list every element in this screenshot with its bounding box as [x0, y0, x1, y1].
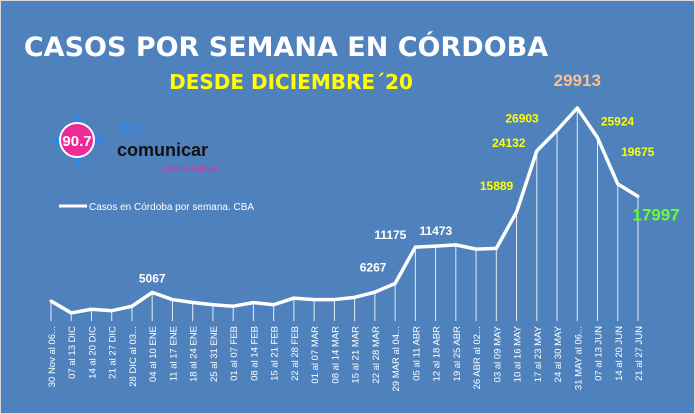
data-label: 6267 — [360, 260, 387, 274]
x-tick-label: 25 al 31 ENE — [209, 326, 220, 382]
x-tick-label: 24 al 30 MAY — [553, 325, 564, 382]
x-tick-label: 14 al 20 DIC — [87, 326, 98, 379]
x-tick-label: 12 al 18 ABR — [432, 326, 443, 382]
logo-location: Colonia Caroya — [162, 164, 218, 173]
x-tick-label: 07 al 13 JUN — [594, 326, 605, 381]
x-tick-label: 01 al 07 FEB — [229, 326, 240, 381]
x-tick-label: 10 al 16 MAY — [513, 325, 524, 382]
chart-subtitle: DESDE DICIEMBRE´20 — [169, 70, 413, 94]
x-tick-label: 26 ABR al 02... — [472, 326, 483, 389]
x-tick-label: 21 al 27 DIC — [108, 326, 119, 379]
logo-frequency: 90.7 — [62, 133, 91, 150]
x-tick-label: 15 al 21 MAR — [351, 326, 362, 384]
data-label: 19675 — [621, 145, 655, 159]
x-tick-label: 21 al 27 JUN — [634, 326, 645, 381]
x-tick-label: 18 al 24 ENE — [189, 326, 200, 382]
logo: 90.7 fm comunicar Colonia Caroya — [51, 113, 218, 173]
data-label: 25924 — [601, 115, 635, 129]
x-tick-label: 17 al 23 MAY — [533, 325, 544, 382]
data-label: 26903 — [505, 111, 539, 125]
x-tick-label: 08 al 14 FEB — [249, 326, 260, 381]
x-tick-label: 22 al 28 MAR — [371, 326, 382, 384]
logo-brand: comunicar — [117, 140, 208, 160]
x-tick-label: 07 al 13 DIC — [67, 326, 78, 379]
data-label: 5067 — [139, 271, 166, 285]
x-tick-label: 03 al 09 MAY — [492, 325, 503, 382]
x-tick-label: 14 al 20 JUN — [614, 326, 625, 381]
data-label: 29913 — [554, 71, 601, 90]
x-tick-label: 30 Nov al 06... — [47, 326, 58, 387]
x-tick-label: 22 al 28 FEB — [290, 326, 301, 381]
data-label: 24132 — [492, 136, 526, 150]
x-tick-label: 29 MAR al 04... — [391, 326, 402, 391]
x-tick-label: 08 al 14 MAR — [330, 326, 341, 384]
x-tick-label: 19 al 25 ABR — [452, 326, 463, 382]
x-tick-label: 05 al 11 ABR — [411, 326, 422, 381]
series-line — [50, 106, 639, 315]
x-tick-label: 11 al 17 ENE — [168, 326, 179, 381]
x-tick-label: 04 al 10 ENE — [148, 326, 159, 382]
legend-label: Casos en Córdoba por semana. CBA — [89, 202, 254, 213]
x-tick-label: 31 MAY al 06... — [573, 326, 584, 390]
logo-fm: fm — [119, 121, 139, 138]
data-label: 15889 — [480, 179, 514, 193]
x-tick-label: 01 al 07 MAR — [310, 326, 321, 384]
data-label: 11175 — [374, 228, 406, 242]
x-tick-label: 28 DIC al 03... — [128, 326, 139, 387]
legend: Casos en Córdoba por semana. CBA — [59, 202, 254, 213]
x-tick-label: 15 al 21 FEB — [270, 326, 281, 381]
data-label: 11473 — [419, 224, 452, 238]
chart-title: CASOS POR SEMANA EN CÓRDOBA — [24, 31, 548, 63]
logo-circle — [59, 122, 95, 158]
data-label: 17997 — [632, 205, 679, 224]
